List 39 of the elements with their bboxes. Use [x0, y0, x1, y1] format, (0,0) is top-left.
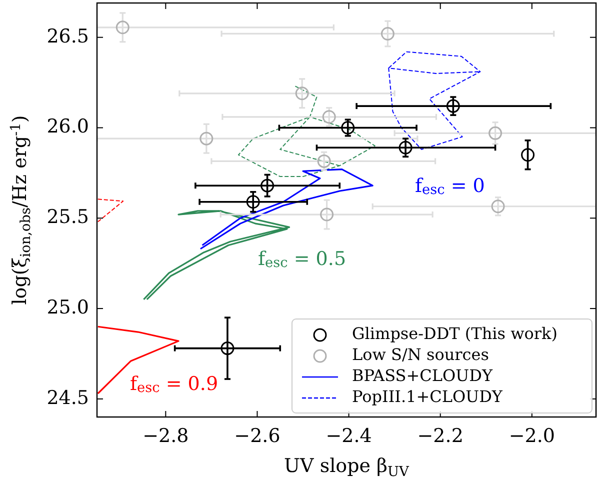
- x-tick-label: −2.2: [417, 425, 464, 447]
- legend-label: Glimpse-DDT (This work): [352, 324, 558, 344]
- annotation: f$_{esc}$ = 0: [415, 174, 485, 198]
- point: [246, 195, 260, 209]
- point: [295, 86, 309, 100]
- legend-label: BPASS+CLOUDY: [352, 366, 493, 386]
- point: [220, 342, 234, 356]
- point: [398, 140, 412, 154]
- point: [380, 26, 394, 40]
- y-tick-label: 25.0: [46, 296, 89, 318]
- legend-label: Low S/N sources: [352, 345, 489, 364]
- annotation: f$_{esc}$ = 0.9: [130, 372, 218, 396]
- x-tick-label: −2.0: [508, 425, 555, 447]
- line-series: [200, 168, 374, 250]
- point: [200, 132, 214, 146]
- point: [317, 154, 331, 168]
- x-tick-label: −2.4: [326, 425, 372, 447]
- point: [320, 208, 334, 222]
- point: [116, 20, 130, 34]
- line-series: [388, 51, 481, 150]
- point: [322, 110, 336, 124]
- y-tick-label: 26.0: [46, 116, 89, 138]
- y-tick-label: 26.5: [46, 25, 89, 48]
- line-series: [238, 86, 376, 178]
- point: [341, 120, 355, 134]
- y-tick-label: 24.5: [46, 386, 89, 409]
- x-tick-label: −2.6: [234, 425, 280, 447]
- x-tick-label: −2.8: [142, 425, 189, 447]
- line-series: [142, 210, 290, 300]
- line-series: [97, 326, 180, 394]
- legend-label: PopIII.1+CLOUDY: [352, 387, 503, 406]
- point: [446, 99, 460, 113]
- y-tick-label: 25.5: [46, 206, 89, 228]
- point: [488, 126, 502, 140]
- x-axis-title: UV slope β$_{UV}$: [284, 455, 410, 480]
- point: [521, 148, 535, 162]
- point: [491, 200, 505, 214]
- point: [260, 178, 274, 192]
- annotation: f$_{esc}$ = 0.5: [258, 248, 346, 272]
